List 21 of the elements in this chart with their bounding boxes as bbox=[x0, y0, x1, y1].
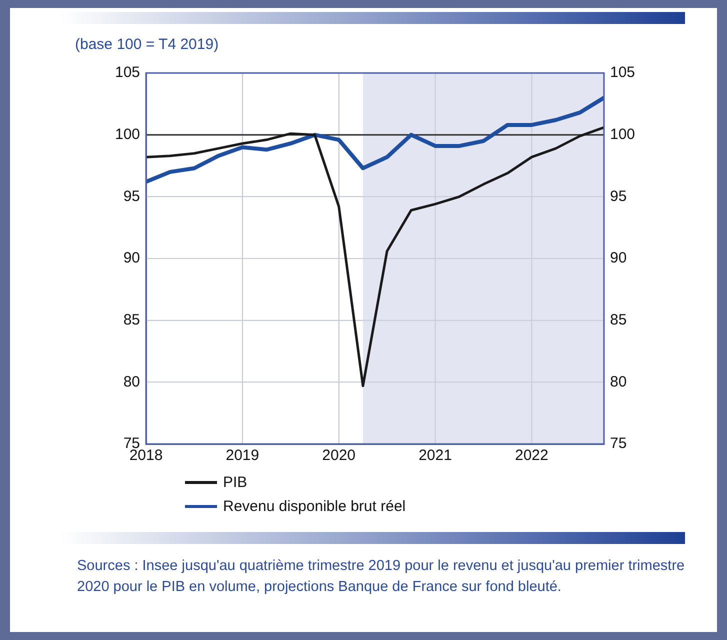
y2-tick-label: 80 bbox=[610, 373, 627, 390]
y2-tick-label: 105 bbox=[610, 64, 636, 82]
y-tick-label: 90 bbox=[123, 250, 140, 267]
legend-label: PIB bbox=[223, 474, 248, 490]
y-tick-label: 85 bbox=[123, 311, 140, 328]
legend-label: Revenu disponible brut réel bbox=[223, 498, 406, 514]
x-tick-label: 2021 bbox=[418, 447, 452, 464]
y-tick-label: 105 bbox=[114, 64, 140, 82]
y-tick-label: 100 bbox=[114, 126, 140, 143]
source-note: Sources : Insee jusqu'au quatrième trimestre 2019 pour le revenu et jusqu'au premier trimestre 2020 pour le PIB en volume, projections Banque de France sur fond bleuté. bbox=[77, 557, 686, 597]
x-tick-label: 2022 bbox=[514, 447, 548, 464]
y-tick-label: 95 bbox=[123, 188, 140, 205]
y2-tick-label: 75 bbox=[610, 435, 627, 452]
chart-title: (base 100 = T4 2019) bbox=[75, 36, 219, 53]
x-tick-label: 2020 bbox=[322, 447, 356, 464]
x-tick-label: 2019 bbox=[226, 447, 260, 464]
y-tick-label: 80 bbox=[123, 373, 140, 390]
y2-tick-label: 85 bbox=[610, 311, 627, 328]
y2-tick-label: 90 bbox=[610, 250, 627, 267]
y2-tick-label: 95 bbox=[610, 188, 627, 205]
y2-tick-label: 100 bbox=[610, 126, 636, 143]
